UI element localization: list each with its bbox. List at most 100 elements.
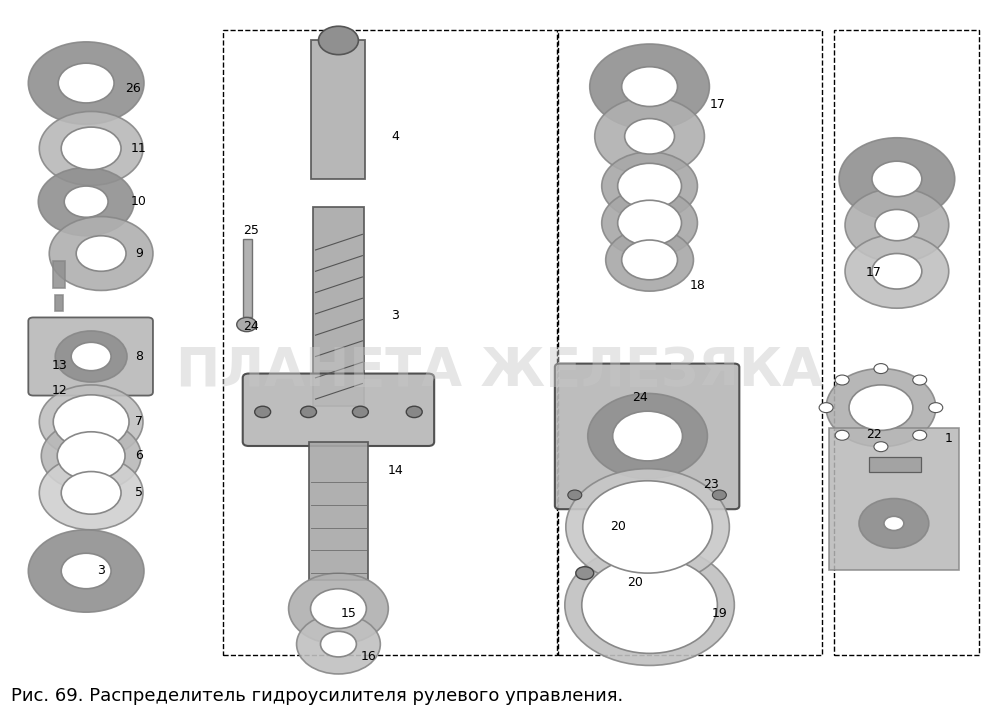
Circle shape [38, 168, 134, 236]
Circle shape [622, 240, 678, 279]
Text: 12: 12 [51, 384, 67, 397]
Circle shape [566, 468, 729, 585]
Text: 6: 6 [135, 449, 143, 463]
Circle shape [826, 369, 936, 447]
Circle shape [582, 557, 717, 653]
Text: 16: 16 [360, 650, 376, 662]
Circle shape [595, 97, 704, 175]
FancyBboxPatch shape [829, 428, 959, 570]
FancyBboxPatch shape [555, 364, 739, 509]
Circle shape [618, 163, 681, 209]
Circle shape [845, 188, 949, 262]
Circle shape [590, 44, 709, 129]
Circle shape [255, 406, 271, 418]
Circle shape [297, 615, 380, 674]
Text: 9: 9 [135, 247, 143, 260]
Text: 15: 15 [340, 607, 356, 620]
Circle shape [859, 498, 929, 548]
Circle shape [319, 26, 358, 55]
Circle shape [565, 545, 734, 665]
FancyBboxPatch shape [53, 262, 65, 288]
Circle shape [39, 385, 143, 458]
Circle shape [913, 375, 927, 385]
FancyBboxPatch shape [311, 41, 365, 179]
Circle shape [845, 235, 949, 308]
Circle shape [712, 490, 726, 500]
Circle shape [835, 375, 849, 385]
Circle shape [874, 364, 888, 374]
Circle shape [28, 530, 144, 612]
Text: 20: 20 [627, 576, 643, 589]
Text: 13: 13 [51, 359, 67, 371]
Circle shape [289, 573, 388, 644]
Circle shape [301, 406, 317, 418]
Circle shape [884, 516, 904, 530]
Circle shape [929, 403, 943, 413]
Circle shape [618, 200, 681, 246]
Circle shape [237, 317, 257, 332]
Text: 14: 14 [387, 463, 403, 476]
Circle shape [602, 152, 697, 220]
Circle shape [839, 138, 955, 220]
Circle shape [41, 421, 141, 491]
FancyBboxPatch shape [28, 317, 153, 396]
Text: 26: 26 [125, 81, 141, 95]
Circle shape [568, 490, 582, 500]
Text: 3: 3 [97, 565, 105, 578]
Text: 18: 18 [690, 279, 705, 292]
Circle shape [352, 406, 368, 418]
Bar [558, 30, 822, 655]
Circle shape [622, 67, 678, 106]
Circle shape [583, 481, 712, 573]
Circle shape [58, 63, 114, 103]
Text: 20: 20 [610, 520, 626, 533]
Circle shape [618, 490, 632, 500]
Text: Рис. 69. Распределитель гидроусилителя рулевого управления.: Рис. 69. Распределитель гидроусилителя р… [11, 687, 624, 704]
Text: 25: 25 [243, 224, 259, 237]
Text: 23: 23 [704, 478, 719, 491]
FancyBboxPatch shape [243, 374, 434, 446]
Circle shape [602, 189, 697, 257]
Circle shape [61, 127, 121, 170]
Text: 1: 1 [945, 431, 953, 445]
Text: 4: 4 [391, 130, 399, 143]
FancyBboxPatch shape [243, 240, 252, 317]
Circle shape [61, 553, 111, 589]
Circle shape [875, 210, 919, 241]
Circle shape [874, 442, 888, 451]
Text: 7: 7 [135, 416, 143, 429]
Circle shape [872, 161, 922, 197]
Circle shape [76, 236, 126, 271]
Circle shape [311, 589, 366, 629]
Circle shape [39, 456, 143, 530]
FancyBboxPatch shape [313, 207, 364, 406]
Circle shape [625, 118, 675, 154]
Circle shape [872, 254, 922, 289]
Text: 17: 17 [709, 98, 725, 111]
FancyBboxPatch shape [55, 295, 63, 311]
Circle shape [28, 42, 144, 124]
Text: ПЛАНЕТА ЖЕЛЕЗЯКА: ПЛАНЕТА ЖЕЛЕЗЯКА [176, 344, 824, 396]
Circle shape [835, 430, 849, 440]
Circle shape [613, 411, 682, 461]
Circle shape [39, 111, 143, 185]
Circle shape [819, 403, 833, 413]
Circle shape [55, 331, 127, 382]
Circle shape [64, 186, 108, 217]
Circle shape [49, 217, 153, 290]
Text: 11: 11 [131, 142, 147, 155]
Text: 5: 5 [135, 486, 143, 499]
Circle shape [71, 342, 111, 371]
Circle shape [913, 430, 927, 440]
Circle shape [663, 490, 677, 500]
FancyBboxPatch shape [309, 442, 368, 580]
Circle shape [53, 395, 129, 448]
Text: 22: 22 [866, 428, 882, 441]
Circle shape [576, 567, 594, 580]
Text: 24: 24 [243, 320, 259, 333]
Text: 10: 10 [131, 195, 147, 208]
Circle shape [406, 406, 422, 418]
Circle shape [588, 394, 707, 478]
Circle shape [57, 432, 125, 480]
Text: 24: 24 [632, 391, 647, 404]
